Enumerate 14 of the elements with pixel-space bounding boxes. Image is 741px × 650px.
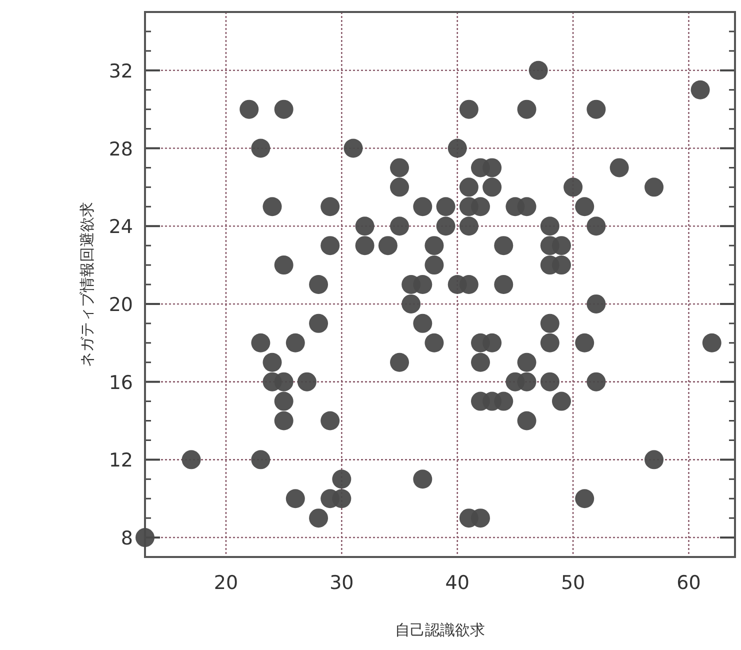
x-axis-title: 自己認識欲求 (395, 621, 485, 639)
y-tick-label: 20 (108, 294, 133, 316)
x-tick-label: 30 (330, 572, 354, 594)
x-tick-label: 20 (214, 572, 238, 594)
y-tick-label: 12 (108, 450, 133, 472)
y-axis-title: ネガティブ情報回避欲求 (78, 202, 96, 367)
y-tick-label: 24 (108, 216, 133, 238)
x-tick-label: 50 (560, 572, 586, 594)
y-tick-label: 28 (108, 138, 133, 160)
y-tick-label: 32 (108, 60, 133, 82)
y-tick-label: 16 (108, 372, 133, 394)
x-tick-label: 60 (676, 572, 701, 594)
x-tick-label: 40 (445, 572, 470, 594)
y-tick-label: 8 (120, 528, 133, 550)
